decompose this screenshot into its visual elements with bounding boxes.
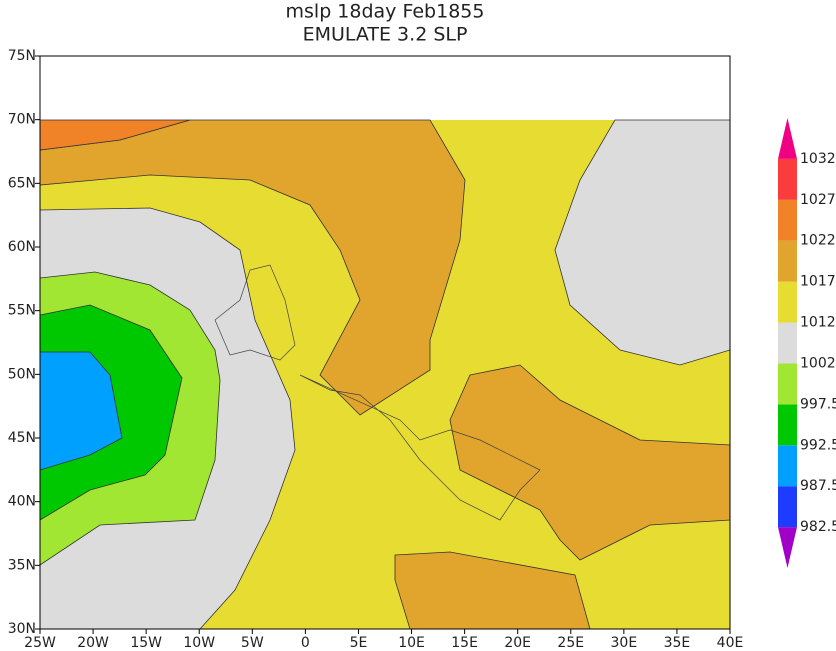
colorbar-label: 982.5 [800,519,836,535]
colorbar-box [778,404,797,446]
x-tick-label: 25W [24,635,56,651]
y-tick-label: 30N [8,621,36,637]
y-tick-label: 65N [8,175,36,191]
colorbar-label: 1022 [800,233,836,249]
y-tick-label: 60N [8,239,36,255]
x-tick-label: 20W [77,635,109,651]
x-tick-label: 15E [451,635,478,651]
coastline [214,264,541,521]
colorbar-box [778,199,797,241]
colorbar-label: 992.5 [800,437,836,453]
axes: 25W 20W 15W 10W 5W 0 5E 10E 15E 20E 25E 30E 35E 40E 30… [8,48,744,651]
y-tick-label: 50N [8,366,36,382]
colorbar-label: 997.5 [800,396,836,412]
region-1017 [39,119,466,416]
colorbar-label: 1027 [800,192,836,208]
x-tick-label: 10E [398,635,425,651]
y-tick-label: 55N [8,303,36,319]
y-tick-label: 45N [8,430,36,446]
title-line: mslp 18day Feb1855 [286,1,485,23]
map-frame [39,55,731,630]
colorbar-label: 1012 [800,315,836,331]
colorbar-box [778,445,797,487]
colorbar-label: 1032 [800,151,836,167]
colorbar-box [778,158,797,200]
colorbar-box [778,281,797,323]
colorbar-label: 1017 [800,274,836,290]
y-tick-label: 70N [8,112,36,128]
colorbar-label: 987.5 [800,478,836,494]
colorbar-box [778,240,797,282]
colorbar-triangle [778,118,797,159]
colorbar-box [778,486,797,528]
x-tick-label: 20E [504,635,531,651]
colorbar-label: 1002 [800,355,836,371]
colorbar-triangle [778,527,797,568]
colorbar-box [778,322,797,364]
title-line: EMULATE 3.2 SLP [303,24,468,46]
colorbar-box [778,363,797,405]
y-tick-label: 35N [8,557,36,573]
x-tick-label: 0 [301,635,310,651]
colorbar: 982.5 987.5 992.5 997.5 1002 1012 1017 1022 1027… [778,118,836,568]
x-tick-label: 15W [130,635,162,651]
x-tick-label: 30E [611,635,638,651]
region-1017 [449,364,731,561]
x-tick-label: 10W [183,635,215,651]
x-tick-label: 40E [717,635,744,651]
map-field [39,55,731,630]
y-tick-label: 40N [8,494,36,510]
x-tick-label: 5W [241,635,264,651]
x-tick-label: 35E [664,635,691,651]
y-tick-label: 75N [8,48,36,64]
x-tick-label: 5E [350,635,368,651]
x-tick-label: 25E [557,635,584,651]
